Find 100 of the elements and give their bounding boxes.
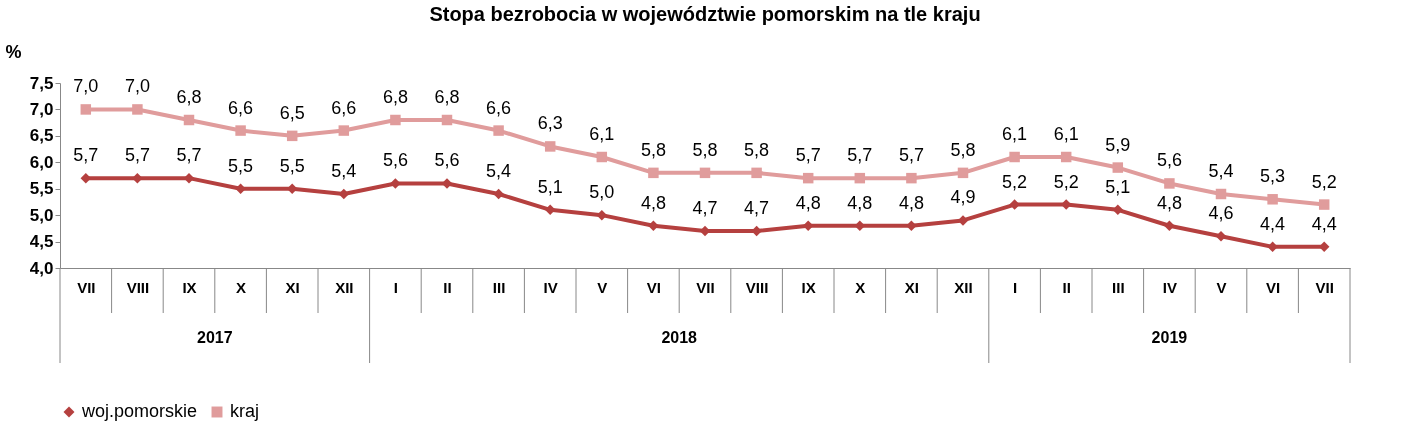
data-label: 5,7 — [898, 145, 924, 166]
data-label: 5,7 — [73, 145, 99, 166]
x-tick-label: VIII — [126, 278, 150, 296]
x-tick-label: XII — [335, 278, 354, 296]
point — [1267, 194, 1278, 205]
data-label: 5,6 — [1156, 150, 1182, 171]
data-label: 4,7 — [692, 198, 718, 218]
point — [1267, 241, 1278, 253]
point — [1215, 231, 1227, 242]
data-label: 5,2 — [1053, 171, 1079, 192]
data-label: 5,8 — [692, 139, 718, 160]
y-tick-label: 4,5 — [29, 232, 54, 252]
point — [648, 167, 659, 179]
point — [390, 114, 401, 126]
point — [132, 104, 143, 115]
data-label: 6,6 — [486, 97, 512, 118]
point — [1060, 151, 1072, 163]
point — [1215, 188, 1227, 200]
data-label: 5,6 — [434, 150, 460, 171]
x-tick-label: XI — [904, 278, 919, 296]
x-tick-label: II — [1062, 278, 1071, 296]
point — [1112, 162, 1124, 173]
x-tick-label: V — [597, 278, 608, 296]
point — [906, 220, 917, 231]
text: 2019 — [1151, 329, 1188, 346]
data-label: 5,9 — [1105, 134, 1131, 155]
point — [751, 167, 762, 179]
data-label: 5,0 — [589, 182, 615, 203]
data-label: 6,8 — [176, 87, 202, 107]
point — [648, 220, 659, 231]
x-tick-label: VI — [1266, 278, 1281, 296]
y-tick-label: 7,5 — [29, 73, 54, 93]
data-label: 4,4 — [1260, 213, 1286, 234]
x-tick-label: X — [855, 278, 866, 296]
point — [1164, 220, 1175, 231]
x-tick-label: V — [1216, 278, 1227, 296]
point — [235, 125, 246, 136]
data-label: 5,4 — [331, 161, 357, 181]
point — [235, 183, 246, 194]
point — [1318, 199, 1330, 210]
point — [596, 209, 608, 221]
point — [493, 188, 504, 200]
text: 2018 — [661, 329, 698, 346]
point — [1009, 199, 1020, 210]
x-tick-label: I — [393, 278, 398, 296]
point — [1009, 151, 1020, 163]
data-label: 6,8 — [434, 87, 460, 107]
x-tick-label: VII — [77, 278, 96, 296]
data-label: 6,1 — [1002, 124, 1028, 144]
data-label: 5,4 — [486, 161, 512, 181]
data-label: 7,0 — [73, 76, 99, 97]
point — [544, 204, 556, 216]
data-label: 6,1 — [589, 124, 615, 144]
data-label: 4,8 — [1156, 192, 1182, 213]
data-label: 6,6 — [228, 97, 254, 118]
data-label: 5,6 — [382, 150, 408, 171]
data-label: 4,8 — [898, 192, 924, 213]
data-label: 6,1 — [1053, 124, 1079, 144]
data-label: 5,5 — [228, 155, 254, 176]
x-tick-label: IX — [182, 278, 197, 296]
data-label: 5,2 — [1002, 171, 1028, 192]
text: 2017 — [197, 329, 233, 346]
y-tick-label: 5,5 — [29, 179, 54, 199]
data-label: 6,5 — [279, 102, 305, 123]
data-label: 4,6 — [1208, 203, 1234, 224]
point — [957, 167, 969, 179]
x-tick-label: III — [1112, 278, 1125, 296]
legend-label: kraj — [230, 401, 260, 421]
x-tick-label: VIII — [745, 278, 769, 296]
point — [338, 125, 350, 136]
x-tick-label: XII — [954, 278, 973, 296]
data-label: 4,4 — [1311, 213, 1337, 234]
point — [80, 104, 92, 115]
data-label: 5,4 — [1208, 161, 1234, 181]
data-label: 4,7 — [744, 198, 770, 218]
data-label: 5,8 — [640, 139, 666, 160]
point — [544, 141, 556, 152]
point — [596, 151, 608, 163]
data-label: 6,3 — [537, 113, 563, 134]
chart-title: Stopa bezrobocia w województwie pomorskim na tle kraju — [429, 3, 981, 25]
data-label: 4,8 — [795, 192, 821, 213]
x-tick-label: VI — [646, 278, 661, 296]
x-tick-label: I — [1013, 278, 1018, 296]
x-tick-label: IV — [543, 278, 558, 296]
data-label: 5,8 — [744, 139, 770, 160]
x-tick-label: X — [236, 278, 247, 296]
data-label: 5,7 — [847, 145, 873, 166]
x-tick-label: II — [443, 278, 452, 296]
y-tick-label: 6,5 — [29, 126, 54, 146]
y-axis-title: % — [5, 41, 22, 62]
point — [1164, 178, 1175, 189]
point — [854, 172, 866, 184]
data-label: 4,8 — [847, 192, 873, 213]
data-label: 7,0 — [124, 76, 150, 97]
x-tick-label: III — [492, 278, 506, 296]
point — [441, 114, 453, 126]
point — [802, 172, 814, 184]
data-label: 6,8 — [382, 87, 408, 107]
data-label: 5,5 — [279, 155, 305, 176]
data-label: 5,2 — [1311, 171, 1337, 192]
